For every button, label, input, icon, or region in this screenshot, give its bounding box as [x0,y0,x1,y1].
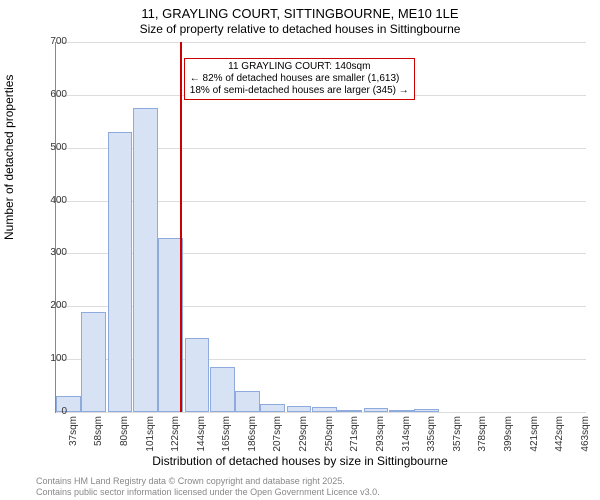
histogram-bar [364,408,389,412]
plot-area: 11 GRAYLING COURT: 140sqm← 82% of detach… [55,42,586,413]
grid-line [56,42,586,43]
x-tick-label: 357sqm [452,416,463,466]
x-tick-label: 250sqm [324,416,335,466]
histogram-bar [312,407,337,412]
histogram-bar [389,410,414,412]
x-tick-label: 463sqm [580,416,591,466]
x-tick-label: 144sqm [196,416,207,466]
y-tick-label: 600 [37,89,67,100]
x-tick-label: 378sqm [477,416,488,466]
y-axis-label: Number of detached properties [2,75,16,240]
x-tick-label: 101sqm [145,416,156,466]
x-tick-label: 335sqm [426,416,437,466]
x-tick-label: 442sqm [554,416,565,466]
histogram-bar [133,108,158,412]
y-tick-label: 500 [37,142,67,153]
histogram-bar [185,338,210,412]
y-tick-label: 700 [37,36,67,47]
histogram-bar [287,406,312,412]
x-tick-label: 37sqm [68,416,79,466]
attribution-line-2: Contains public sector information licen… [36,487,380,497]
y-tick-label: 300 [37,247,67,258]
y-tick-label: 100 [37,353,67,364]
annotation-box: 11 GRAYLING COURT: 140sqm← 82% of detach… [184,58,415,100]
annotation-line-2: ← 82% of detached houses are smaller (1,… [190,73,409,85]
annotation-line-1: 11 GRAYLING COURT: 140sqm [190,61,409,73]
x-tick-label: 293sqm [375,416,386,466]
x-tick-label: 207sqm [272,416,283,466]
x-tick-label: 229sqm [298,416,309,466]
annotation-line-3: 18% of semi-detached houses are larger (… [190,85,409,97]
histogram-bar [235,391,260,412]
grid-line [56,412,586,413]
chart-title-subtitle: Size of property relative to detached ho… [0,22,600,36]
x-tick-label: 80sqm [119,416,130,466]
x-tick-label: 421sqm [529,416,540,466]
x-tick-label: 165sqm [221,416,232,466]
y-tick-label: 0 [37,406,67,417]
y-tick-label: 400 [37,195,67,206]
histogram-bar [414,409,439,412]
x-tick-label: 314sqm [401,416,412,466]
x-tick-label: 271sqm [349,416,360,466]
x-tick-label: 399sqm [503,416,514,466]
histogram-bar [108,132,133,412]
histogram-bar [210,367,235,412]
histogram-bar [81,312,106,412]
attribution-line-1: Contains HM Land Registry data © Crown c… [36,476,345,486]
x-tick-label: 122sqm [170,416,181,466]
y-tick-label: 200 [37,300,67,311]
x-tick-label: 58sqm [93,416,104,466]
chart-title-address: 11, GRAYLING COURT, SITTINGBOURNE, ME10 … [0,6,600,21]
histogram-bar [260,404,285,412]
x-tick-label: 186sqm [247,416,258,466]
reference-line [180,42,182,412]
chart-container: 11, GRAYLING COURT, SITTINGBOURNE, ME10 … [0,0,600,500]
histogram-bar [337,410,362,412]
